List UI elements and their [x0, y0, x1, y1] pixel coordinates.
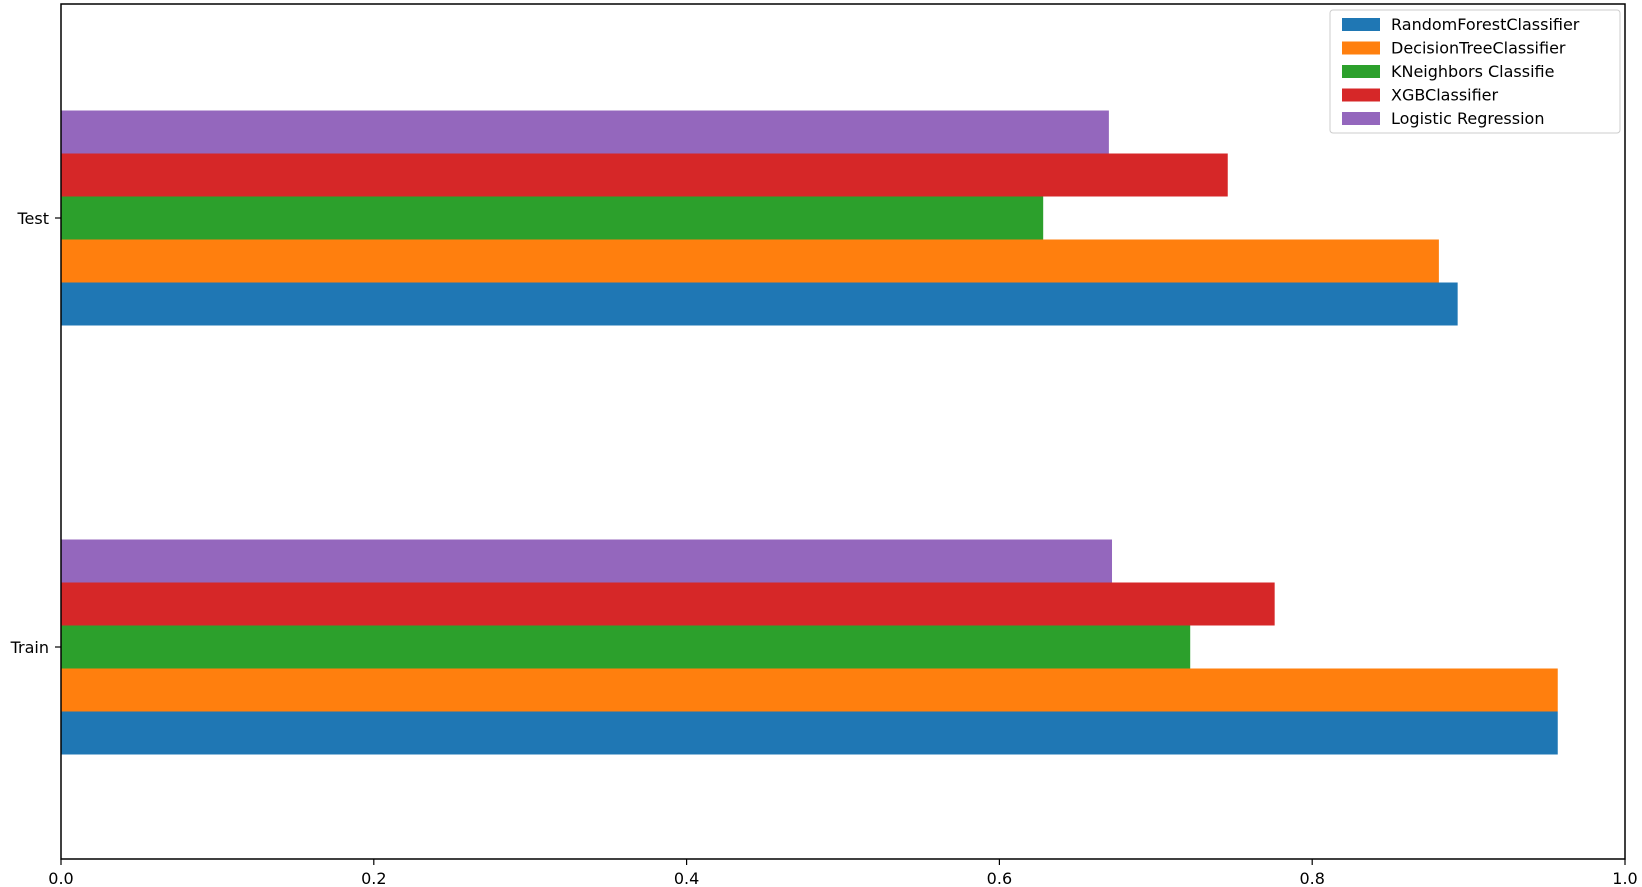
bars [61, 110, 1558, 755]
x-tick-label: 1.0 [1612, 869, 1637, 887]
x-tick-label: 0.8 [1299, 869, 1324, 887]
y-axis: Train Test [10, 209, 61, 657]
bar-train-0 [61, 711, 1558, 755]
legend-label: Logistic Regression [1391, 109, 1544, 128]
legend-swatch [1342, 18, 1380, 31]
legend: RandomForestClassifier DecisionTreeClassi… [1329, 9, 1621, 134]
bar-train-4 [61, 539, 1113, 583]
x-tick-label: 0.6 [987, 869, 1012, 887]
legend-box [1329, 9, 1621, 134]
legend-label: KNeighbors Classifie [1391, 62, 1554, 81]
axes-frame [60, 3, 1626, 860]
x-tick-label: 0.0 [48, 869, 73, 887]
x-axis: 0.0 0.2 0.4 0.6 0.8 1.0 [48, 859, 1638, 887]
y-tick-label: Train [10, 638, 49, 657]
legend-swatch [1342, 65, 1380, 78]
bar-train-1 [61, 668, 1558, 712]
bar-train-2 [61, 625, 1191, 669]
bar-test-0 [61, 282, 1458, 326]
x-tick-label: 0.4 [674, 869, 699, 887]
legend-label: RandomForestClassifier [1391, 15, 1580, 34]
legend-swatch [1342, 41, 1380, 55]
bar-test-4 [61, 110, 1109, 154]
bar-test-1 [61, 239, 1439, 283]
legend-swatch [1342, 88, 1380, 102]
bar-test-2 [61, 196, 1044, 240]
bar-test-3 [61, 153, 1228, 197]
legend-label: XGBClassifier [1391, 86, 1499, 105]
legend-label: DecisionTreeClassifier [1391, 39, 1566, 58]
x-tick-label: 0.2 [361, 869, 386, 887]
bar-train-3 [61, 582, 1275, 626]
y-tick-label: Test [16, 209, 49, 228]
legend-swatch [1342, 112, 1380, 125]
